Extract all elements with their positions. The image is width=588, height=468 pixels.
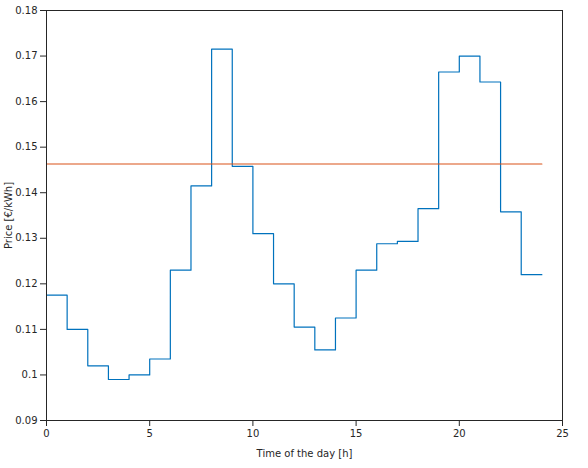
svg-text:10: 10 [247,428,260,439]
svg-text:Time of the day [h]: Time of the day [h] [256,448,353,459]
svg-text:0.11: 0.11 [15,324,37,335]
svg-text:0.13: 0.13 [15,232,37,243]
svg-text:0.09: 0.09 [15,415,37,426]
svg-text:0.16: 0.16 [15,96,37,107]
svg-text:0.1: 0.1 [22,369,38,380]
svg-text:Price [€/kWh]: Price [€/kWh] [3,182,14,249]
svg-text:25: 25 [556,428,569,439]
svg-text:0.14: 0.14 [15,187,37,198]
svg-text:0.12: 0.12 [15,278,37,289]
svg-text:0.15: 0.15 [15,141,37,152]
svg-text:15: 15 [350,428,363,439]
svg-text:0.17: 0.17 [15,50,37,61]
svg-text:20: 20 [453,428,466,439]
svg-text:5: 5 [147,428,153,439]
svg-text:0.18: 0.18 [15,5,37,16]
svg-text:0: 0 [43,428,49,439]
